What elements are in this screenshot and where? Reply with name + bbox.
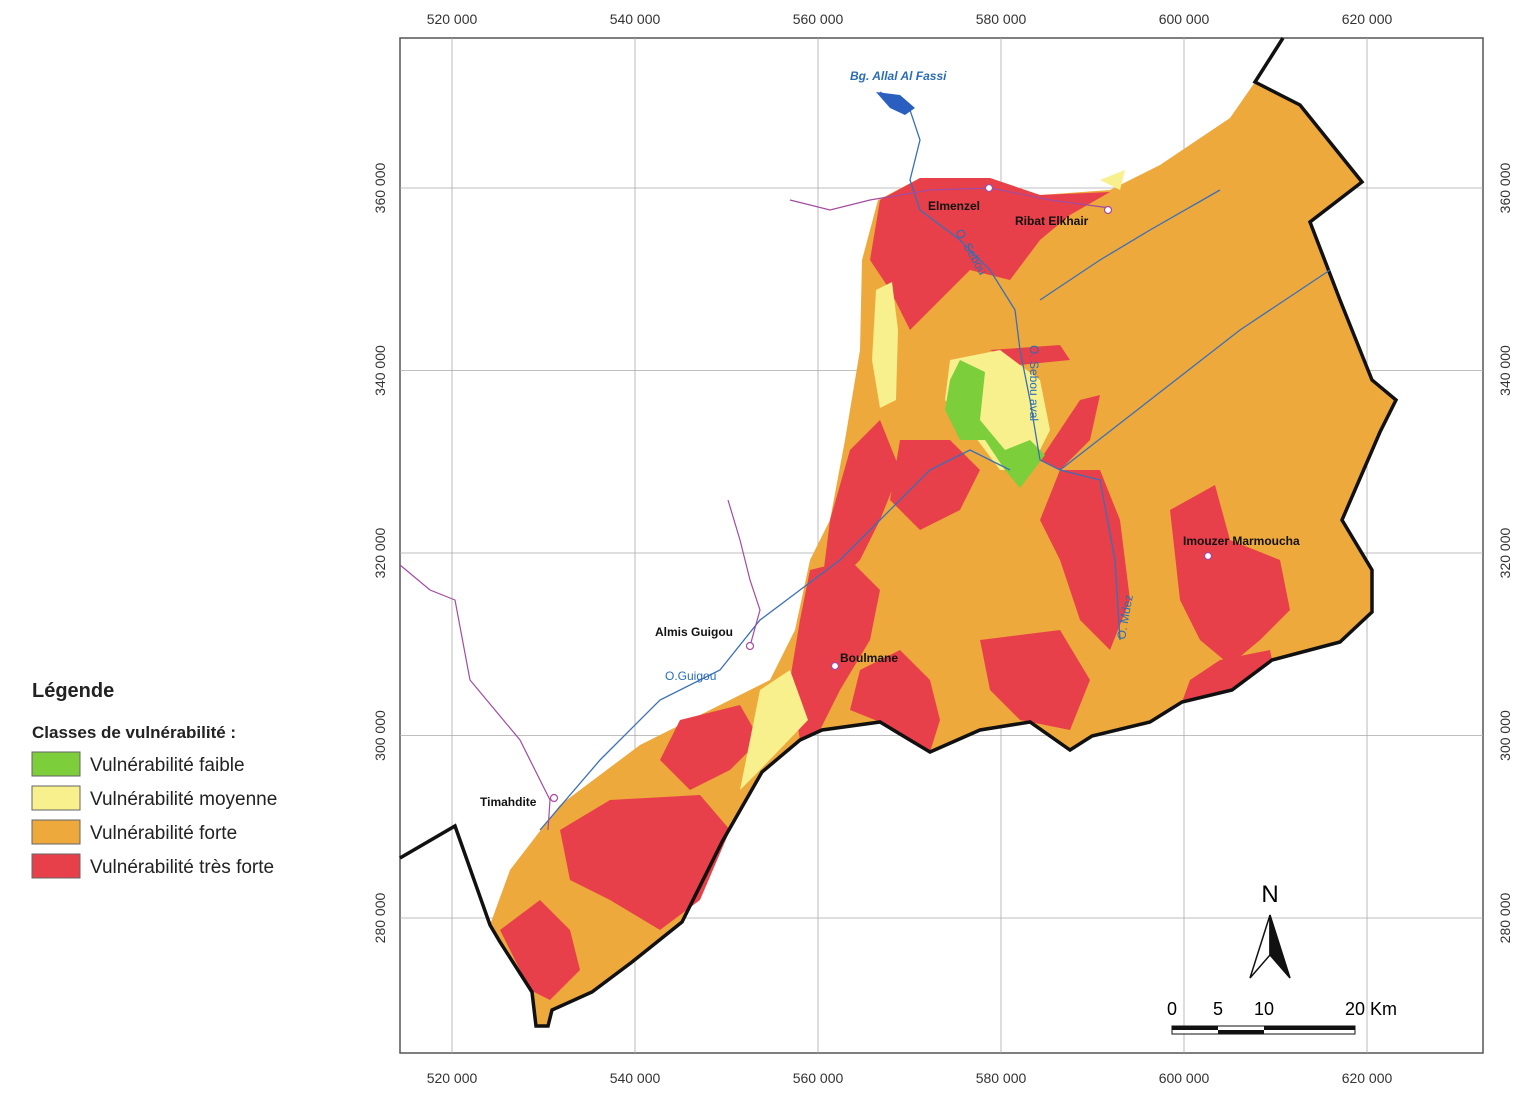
patch [1182,650,1272,702]
legend-label: Vulnérabilité très forte [90,857,274,878]
place-label: Elmenzel [928,199,980,213]
y-tick-label: 300 000 [1497,710,1513,761]
patch [1100,170,1125,190]
x-tick-label: 520 000 [427,1070,478,1086]
patch [660,705,760,790]
patch [872,282,898,408]
place-marker [830,661,840,671]
patch [500,900,580,1000]
road [399,564,551,831]
y-tick-label: 300 000 [372,710,388,761]
x-tick-label: 580 000 [976,11,1027,27]
x-tick-label: 580 000 [976,1070,1027,1086]
place-label: Imouzer Marmoucha [1183,534,1300,548]
zone-faible [945,360,1045,488]
place-label: Boulmane [840,651,898,665]
patch [850,650,940,752]
scale-bar: 0 5 10 20 Km [1167,999,1397,1035]
river [1059,269,1331,471]
zone-tres-forte [500,178,1290,1000]
patch [870,178,1110,330]
patch [1040,470,1130,650]
patch [980,630,1090,730]
x-tick-label: 560 000 [793,11,844,27]
x-tick-label: 540 000 [610,11,661,27]
legend-title: Légende [32,680,114,702]
patch [790,560,880,740]
legend-subtitle: Classes de vulnérabilité : [32,723,236,742]
scale-label: 0 [1167,999,1177,1019]
north-arrow [1269,914,1291,979]
x-tick-label: 620 000 [1342,1070,1393,1086]
patch [820,420,900,600]
place-marker [549,793,559,803]
x-tick-label: 540 000 [610,1070,661,1086]
y-tick-label: 280 000 [372,892,388,943]
y-tick-label: 280 000 [1497,892,1513,943]
zone-forte [490,82,1396,1026]
legend-label: Vulnérabilité forte [90,823,237,844]
y-tick-label: 320 000 [372,527,388,578]
patch [1170,485,1290,665]
legend-swatch [31,751,81,777]
river-label: O. Sebou aval [1027,345,1041,421]
patch [1040,395,1100,470]
place-marker [1103,205,1113,215]
place-label: Ribat Elkhair [1015,214,1089,228]
patch [560,795,730,930]
road [727,499,761,647]
place-marker [984,183,994,193]
y-tick-label: 320 000 [1497,527,1513,578]
scale-label: 10 [1254,999,1274,1019]
river [539,449,1011,831]
river-label: O.Guigou [665,669,716,683]
x-tick-label: 560 000 [793,1070,844,1086]
y-tick-label: 360 000 [372,162,388,213]
x-tick-label: 620 000 [1342,11,1393,27]
roads [399,187,1111,831]
place-marker [1203,551,1213,561]
y-tick-label: 340 000 [1497,345,1513,396]
place-markers [549,183,1213,803]
legend-swatch [31,853,81,879]
scale-segment [1264,1026,1355,1030]
x-tick-label: 600 000 [1159,11,1210,27]
legend-label: Vulnérabilité faible [90,755,245,776]
road [789,187,1111,211]
place-label: Timahdite [480,795,537,809]
legend: Légende Classes de vulnérabilité : Vulné… [31,680,277,879]
scale-segment [1172,1026,1218,1030]
boundary-line [399,37,1399,1028]
patch [890,440,980,530]
scale-segment [1218,1030,1264,1034]
x-tick-label: 520 000 [427,11,478,27]
patch [740,670,808,790]
rivers [539,91,1331,831]
north-label: N [1261,881,1278,908]
scale-label: 20 Km [1345,999,1397,1019]
legend-label: Vulnérabilité moyenne [90,789,277,810]
legend-swatch [31,819,81,845]
y-tick-label: 340 000 [372,345,388,396]
x-tick-label: 600 000 [1159,1070,1210,1086]
river [1039,189,1221,301]
place-label: Bg. Allal Al Fassi [850,69,947,83]
river [879,91,1121,641]
legend-swatch [31,785,81,811]
y-tick-label: 360 000 [1497,162,1513,213]
boundary [399,37,1399,1028]
reservoir [876,92,915,115]
place-marker [745,641,755,651]
scale-label: 5 [1213,999,1223,1019]
place-label: Almis Guigou [655,625,733,639]
